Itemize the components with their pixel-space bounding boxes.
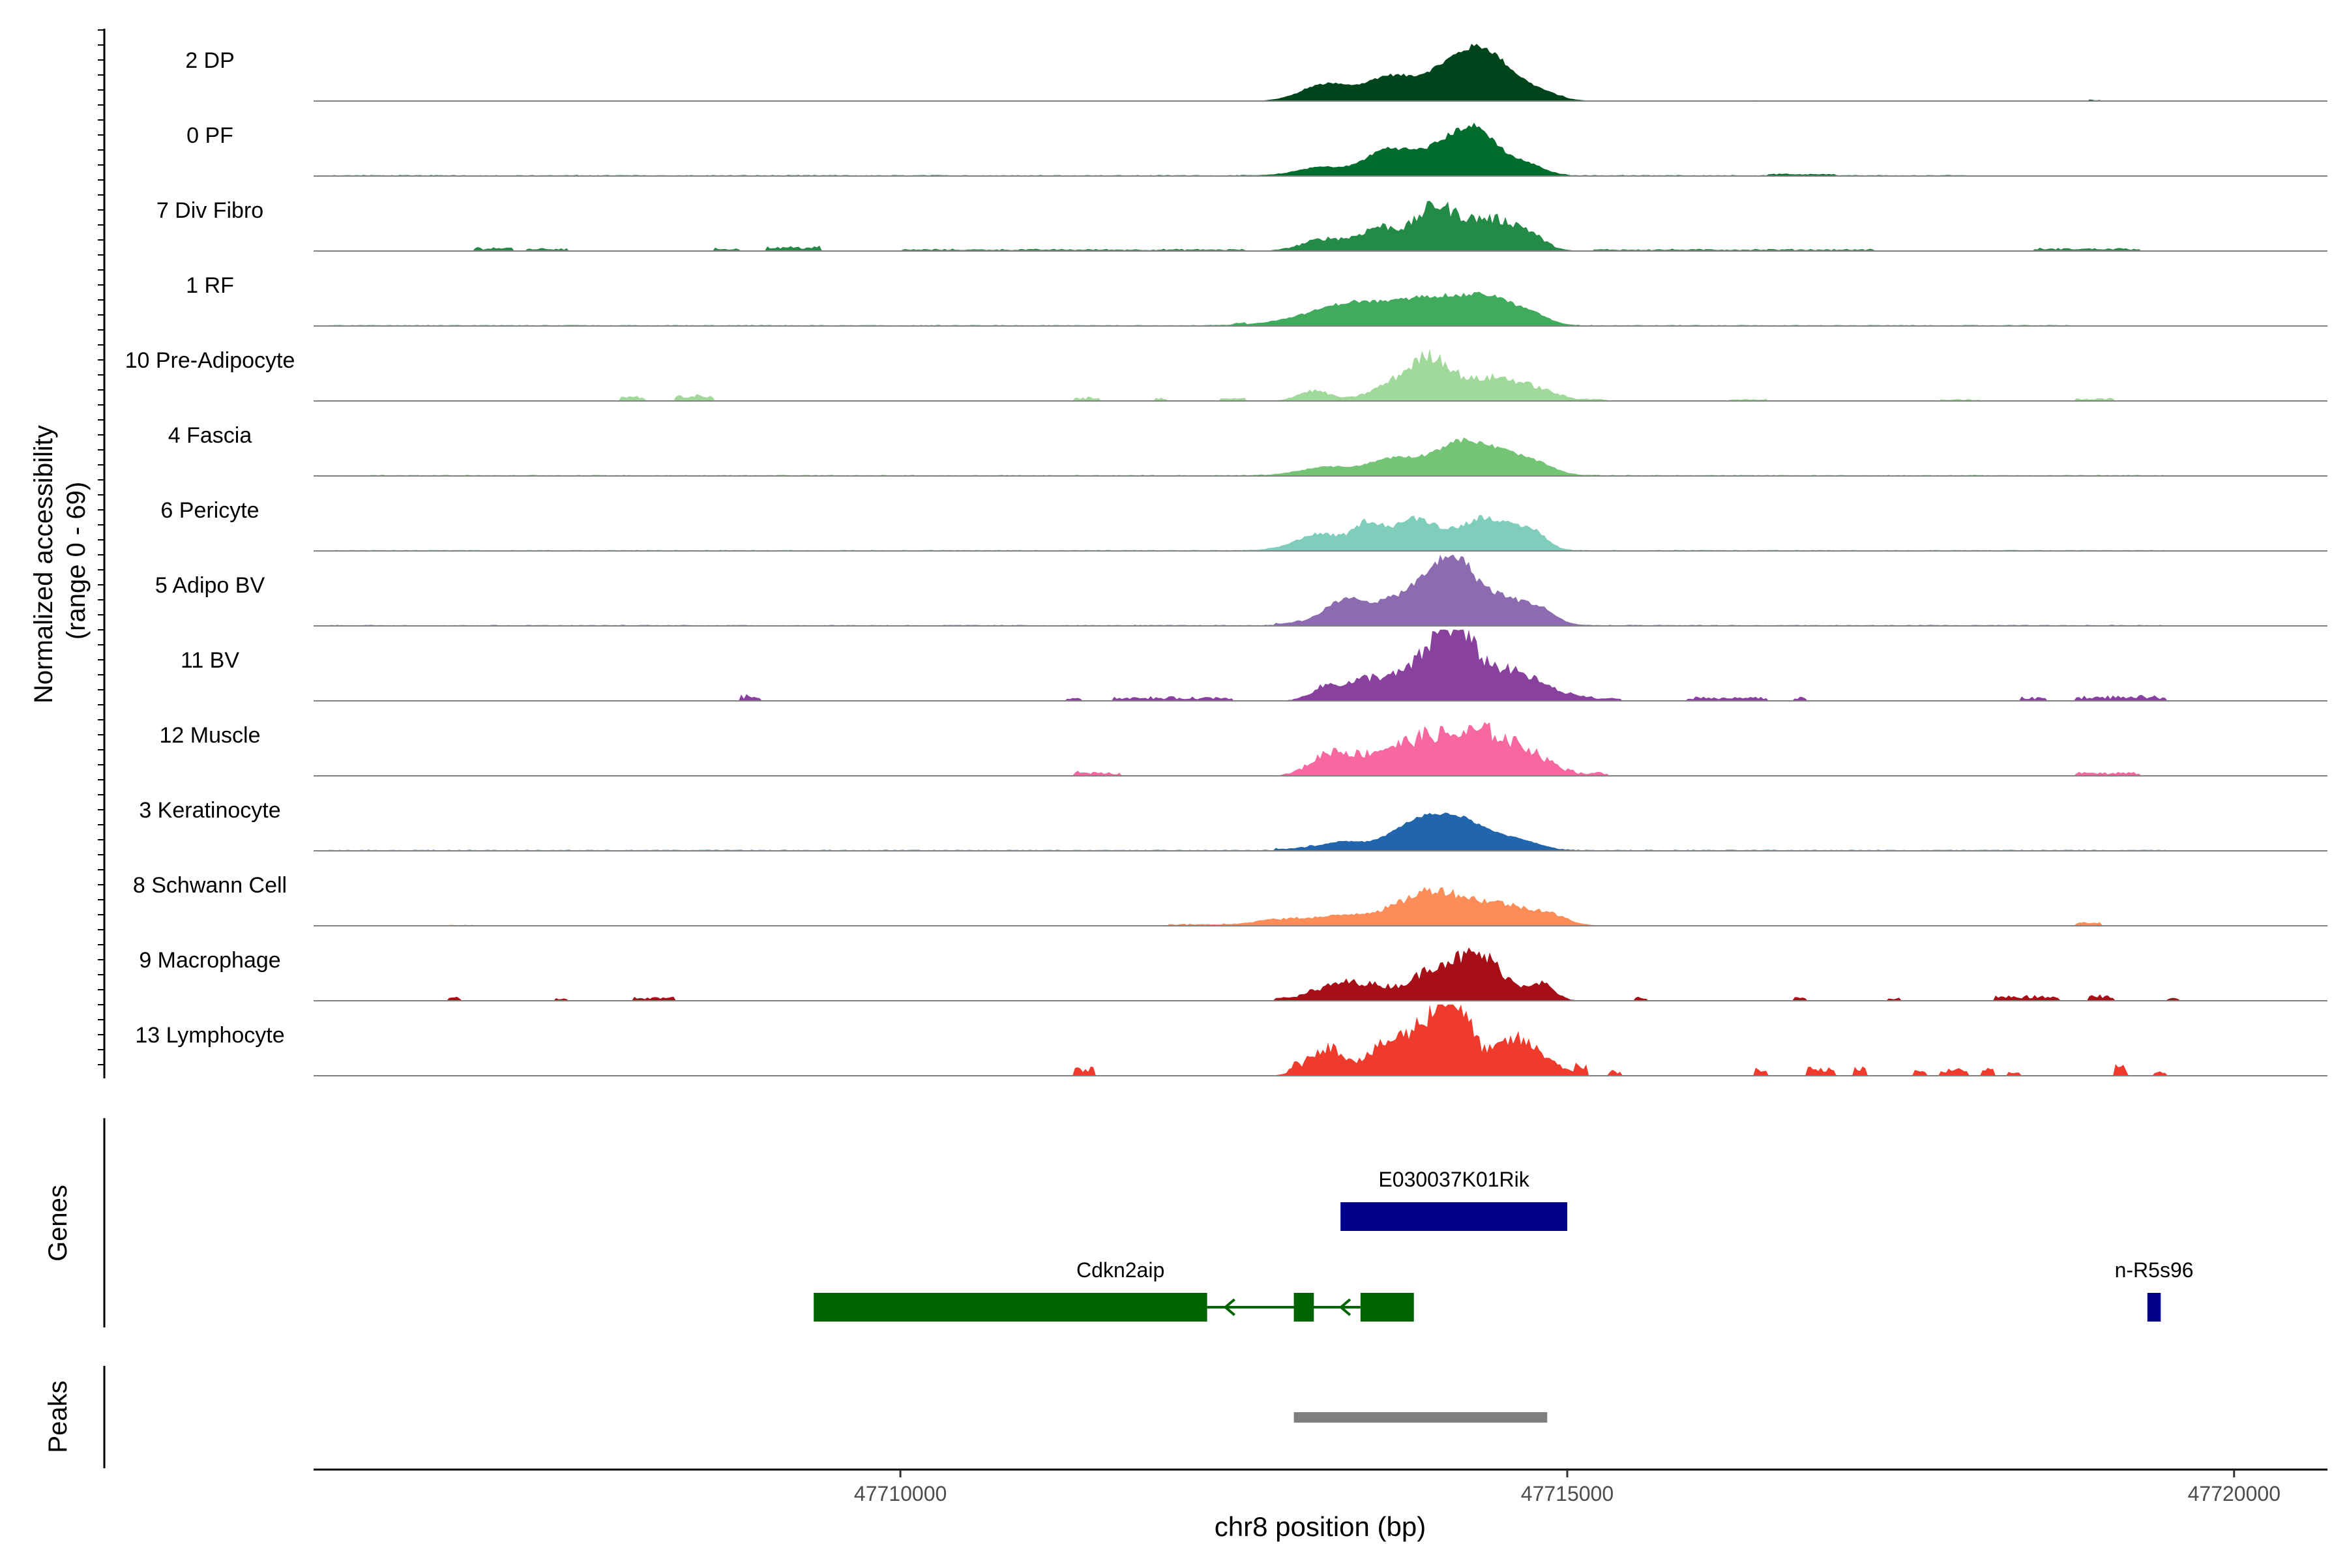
x-tick-label: 47720000 bbox=[2188, 1482, 2281, 1505]
coverage-tracks: 2 DP 0 PF 7 Div Fibro 1 RF 10 Pre-Adipocyte 4… bbox=[125, 44, 2327, 1076]
track-label-13-lymphocyte: 13 Lymphocyte bbox=[135, 1023, 284, 1048]
track-label-7-div-fibro: 7 Div Fibro bbox=[156, 198, 263, 223]
coverage-area-12-muscle bbox=[314, 722, 2327, 776]
strand-arrow-icon bbox=[1338, 1298, 1351, 1316]
peaks-label: Peaks bbox=[44, 1380, 72, 1453]
x-axis-label: chr8 position (bp) bbox=[1215, 1511, 1426, 1542]
coverage-area-8-schwann-cell bbox=[314, 887, 2327, 926]
y-axis-label-line-2: (range 0 - 69) bbox=[62, 482, 91, 640]
coverage-area-1-rf bbox=[314, 291, 2327, 326]
y-axis-label-line-1: Normalized accessibility bbox=[29, 425, 58, 703]
track-label-5-adipo-bv: 5 Adipo BV bbox=[155, 573, 265, 598]
track-4-fascia: 4 Fascia bbox=[168, 423, 2327, 477]
y-axis-label: Normalized accessibility (range 0 - 69) bbox=[29, 418, 91, 703]
peak-bar bbox=[1293, 1412, 1548, 1423]
gene-exon-n-r5s96 bbox=[2147, 1293, 2161, 1322]
coverage-area-4-fascia bbox=[314, 437, 2327, 476]
gene-exon-e030037k01rik bbox=[1340, 1202, 1567, 1231]
coverage-y-axis bbox=[98, 29, 106, 1078]
coverage-area-11-bv bbox=[314, 629, 2327, 701]
track-label-8-schwann-cell: 8 Schwann Cell bbox=[133, 873, 287, 898]
track-3-keratinocyte: 3 Keratinocyte bbox=[139, 798, 2327, 851]
track-11-bv: 11 BV bbox=[181, 629, 2327, 702]
genes-label: Genes bbox=[44, 1185, 72, 1262]
coverage-area-7-div-fibro bbox=[314, 201, 2327, 251]
track-5-adipo-bv: 5 Adipo BV bbox=[155, 554, 2327, 627]
gene-label-e030037k01rik: E030037K01Rik bbox=[1378, 1168, 1529, 1191]
peaks-track: Peaks bbox=[44, 1366, 1548, 1468]
genes-track: Genes E030037K01Rik Cdkn2aip n-R5s96 bbox=[44, 1118, 2194, 1327]
coverage-area-13-lymphocyte bbox=[314, 1004, 2327, 1076]
track-label-12-muscle: 12 Muscle bbox=[160, 723, 261, 748]
track-label-0-pf: 0 PF bbox=[186, 123, 233, 148]
gene-exon-cdkn2aip bbox=[1360, 1293, 1414, 1322]
track-10-pre-adipocyte: 10 Pre-Adipocyte bbox=[125, 348, 2327, 402]
strand-arrow-icon bbox=[1223, 1298, 1235, 1316]
track-6-pericyte: 6 Pericyte bbox=[160, 498, 2327, 552]
peak-regions bbox=[1293, 1412, 1548, 1423]
gene-label-n-r5s96: n-R5s96 bbox=[2115, 1258, 2194, 1282]
track-label-11-bv: 11 BV bbox=[181, 648, 239, 673]
gene-models: E030037K01Rik Cdkn2aip n-R5s96 bbox=[814, 1168, 2194, 1322]
x-tick-label: 47710000 bbox=[854, 1482, 947, 1505]
coverage-area-2-dp bbox=[314, 44, 2327, 101]
gene-cdkn2aip: Cdkn2aip bbox=[814, 1258, 1414, 1322]
gene-label-cdkn2aip: Cdkn2aip bbox=[1076, 1258, 1164, 1282]
track-13-lymphocyte: 13 Lymphocyte bbox=[135, 1004, 2327, 1076]
track-label-4-fascia: 4 Fascia bbox=[168, 423, 252, 448]
track-label-2-dp: 2 DP bbox=[185, 48, 235, 73]
gene-exon-cdkn2aip bbox=[1293, 1293, 1314, 1322]
track-8-schwann-cell: 8 Schwann Cell bbox=[133, 873, 2327, 926]
track-label-6-pericyte: 6 Pericyte bbox=[160, 498, 259, 523]
gene-e030037k01rik: E030037K01Rik bbox=[1340, 1168, 1567, 1231]
track-9-macrophage: 9 Macrophage bbox=[139, 947, 2327, 1001]
gene-n-r5s96: n-R5s96 bbox=[2115, 1258, 2194, 1322]
x-axis: 47710000 47715000 47720000 bbox=[314, 1468, 2327, 1505]
track-label-3-keratinocyte: 3 Keratinocyte bbox=[139, 798, 280, 823]
gene-exon-cdkn2aip bbox=[814, 1293, 1207, 1322]
track-label-9-macrophage: 9 Macrophage bbox=[139, 948, 280, 973]
track-label-1-rf: 1 RF bbox=[186, 273, 234, 298]
track-7-div-fibro: 7 Div Fibro bbox=[156, 198, 2327, 252]
track-0-pf: 0 PF bbox=[186, 123, 2327, 177]
x-tick-label: 47715000 bbox=[1521, 1482, 1614, 1505]
track-12-muscle: 12 Muscle bbox=[160, 722, 2327, 777]
track-1-rf: 1 RF bbox=[186, 273, 2327, 327]
coverage-area-6-pericyte bbox=[314, 514, 2327, 551]
track-2-dp: 2 DP bbox=[185, 44, 2327, 102]
track-label-10-pre-adipocyte: 10 Pre-Adipocyte bbox=[125, 348, 295, 373]
